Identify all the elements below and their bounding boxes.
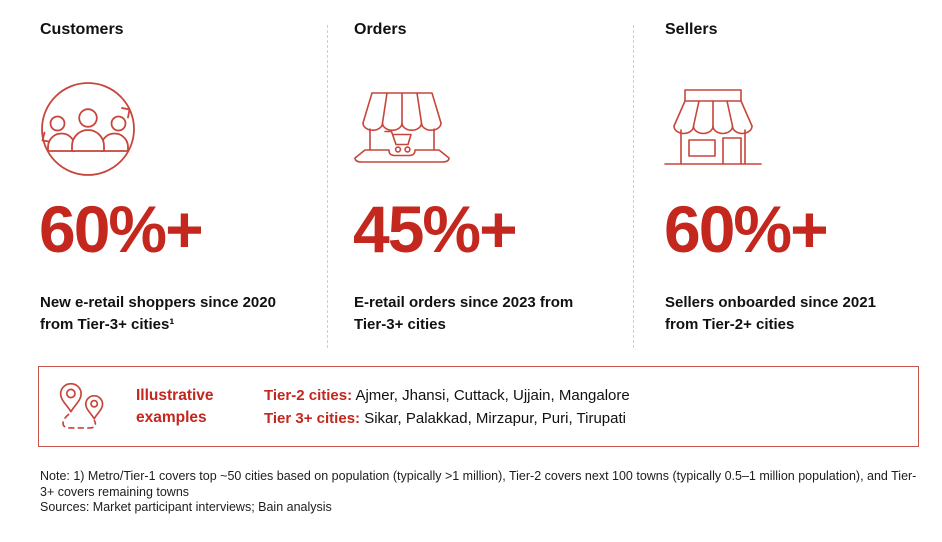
stat-value: 60%+ <box>39 192 204 266</box>
column-header: Customers <box>40 21 124 38</box>
footnotes: Note: 1) Metro/Tier-1 covers top ~50 cit… <box>40 469 924 516</box>
stat-value: 45%+ <box>353 192 518 266</box>
stat-description-line1: Sellers onboarded since 2021 <box>665 294 876 311</box>
stat-value: 60%+ <box>664 192 829 266</box>
stat-description-line2: from Tier-2+ cities <box>665 316 795 333</box>
column-header: Sellers <box>665 21 718 38</box>
stat-description-line1: New e-retail shoppers since 2020 <box>40 294 276 311</box>
note-text: Note: 1) Metro/Tier-1 covers top ~50 cit… <box>40 469 917 499</box>
stat-description-line2: from Tier-3+ cities¹ <box>40 316 175 333</box>
tier-city-list: Tier-2 cities: Ajmer, Jhansi, Cuttack, U… <box>264 384 630 430</box>
tier3-label: Tier 3+ cities: <box>264 409 361 427</box>
tier3-row: Tier 3+ cities: Sikar, Palakkad, Mirzapu… <box>264 407 630 430</box>
stat-description: New e-retail shoppers since 2020 from Ti… <box>40 292 276 336</box>
stat-description: E-retail orders since 2023 from Tier-3+ … <box>354 292 573 336</box>
map-pins-route-icon <box>56 380 110 434</box>
column-header: Orders <box>354 21 407 38</box>
illustrative-examples-box: Illustrative examples Tier-2 cities: Ajm… <box>38 366 919 447</box>
stat-description-line1: E-retail orders since 2023 from <box>354 294 574 311</box>
people-cycle-icon <box>38 79 138 179</box>
stats-row: Customers 60%+ New e-retail shoppers sin… <box>0 0 942 352</box>
tier2-row: Tier-2 cities: Ajmer, Jhansi, Cuttack, U… <box>264 384 630 407</box>
examples-title: Illustrative examples <box>136 386 214 426</box>
storefront-cart-icon <box>352 87 452 171</box>
tier2-label: Tier-2 cities: <box>264 386 353 404</box>
column-orders: Orders 45%+ E-retail orders since 2023 f… <box>327 0 633 352</box>
sources-text: Sources: Market participant interviews; … <box>40 500 332 514</box>
column-customers: Customers 60%+ New e-retail shoppers sin… <box>0 0 327 352</box>
column-sellers: Sellers 60%+ Sellers onboarded since 202… <box>633 0 942 352</box>
stat-description: Sellers onboarded since 2021 from Tier-2… <box>665 292 876 336</box>
tier3-cities: Sikar, Palakkad, Mirzapur, Puri, Tirupat… <box>360 409 626 427</box>
stat-description-line2: Tier-3+ cities <box>354 316 446 333</box>
shop-icon <box>661 86 765 168</box>
tier2-cities: Ajmer, Jhansi, Cuttack, Ujjain, Mangalor… <box>352 386 630 404</box>
